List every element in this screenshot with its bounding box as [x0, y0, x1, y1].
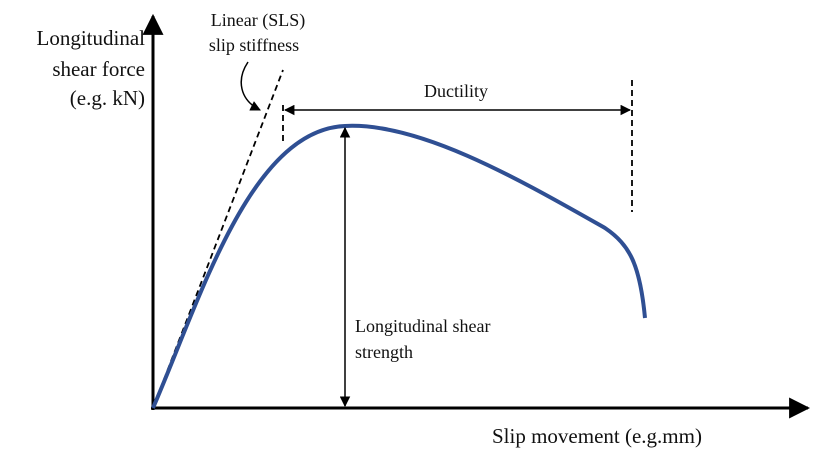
ductility-label: Ductility: [424, 81, 488, 101]
y-axis-label: Longitudinal: [37, 26, 146, 50]
strength-label: strength: [355, 342, 413, 362]
y-axis-label: shear force: [52, 57, 145, 81]
strength-label: Longitudinal shear: [355, 316, 490, 336]
x-axis-label: Slip movement (e.g.mm): [492, 424, 702, 448]
stiffness-pointer: [240, 61, 261, 111]
stiffness-label: Linear (SLS): [211, 10, 305, 31]
stiffness-label: slip stiffness: [209, 35, 299, 55]
load-slip-curve: [151, 123, 647, 409]
y-axis-label: (e.g. kN): [70, 86, 145, 110]
